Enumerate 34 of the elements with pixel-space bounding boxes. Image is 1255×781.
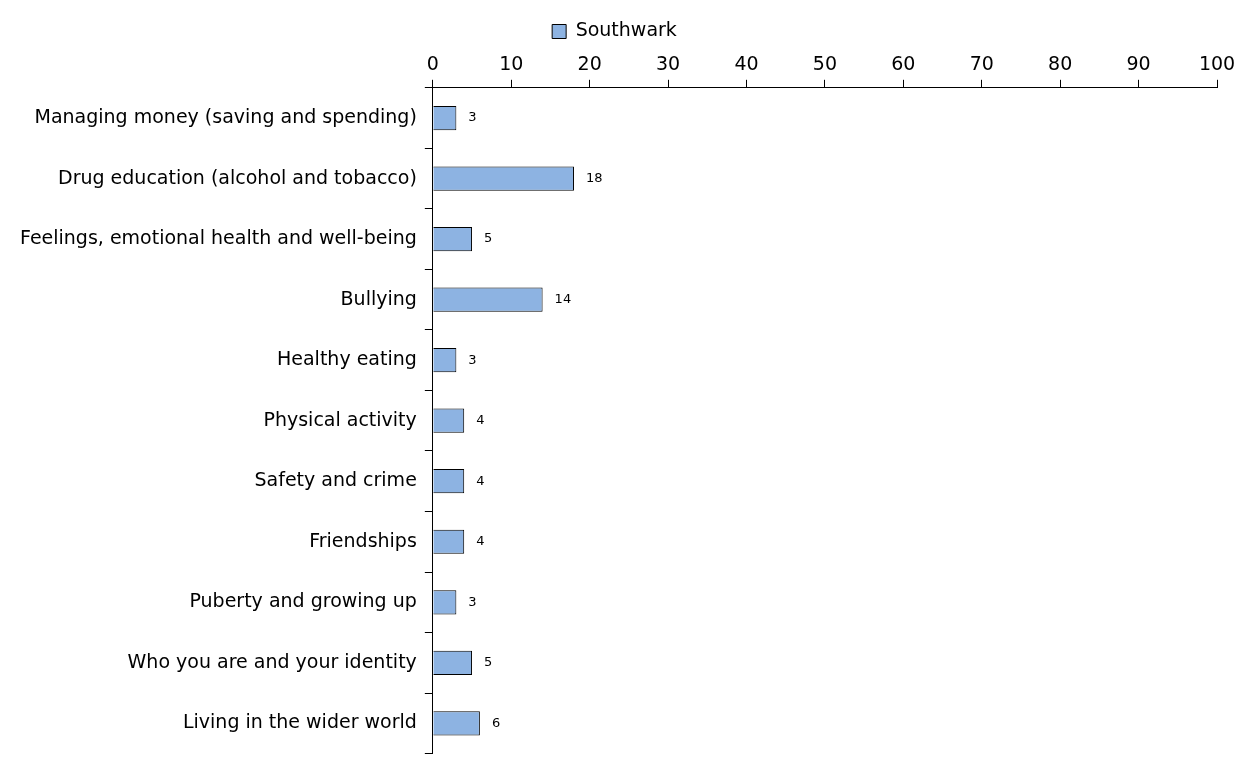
data-label: 6 [491,714,501,730]
data-label: 4 [476,472,485,488]
y-tick-label: Puberty and growing up [189,589,417,612]
y-tick-label: Friendships [309,528,417,551]
data-label: 4 [476,412,485,428]
legend-label: Southwark [575,18,677,41]
y-tick-label: Healthy eating [276,347,417,370]
y-tick-label: Managing money (saving and spending) [34,105,417,127]
x-tick-label: 70 [969,52,994,75]
data-label: 3 [468,351,477,367]
x-tick-label: 40 [734,52,759,75]
data-label: 4 [476,533,485,549]
x-tick-label: 90 [1126,52,1151,75]
y-tick-label: Who you are and your identity [127,649,417,672]
y-tick-label: Bullying [340,286,417,309]
x-tick-label: 80 [1048,52,1073,75]
y-tick-label: Drug education (alcohol and tobacco) [58,165,417,188]
x-tick-label: 30 [655,52,681,75]
y-tick-label: Physical activity [263,407,417,430]
x-tick-label: 10 [499,52,524,75]
data-label: 18 [585,169,603,185]
x-tick-label: 100 [1198,52,1236,75]
x-tick-label: 60 [891,52,916,75]
y-tick-label: Living in the wider world [182,710,417,733]
data-label: 3 [468,593,477,609]
data-label: 3 [468,109,477,125]
x-tick-label: 0 [426,52,439,75]
x-tick-label: 20 [577,52,602,75]
x-tick-label: 50 [812,52,838,75]
y-tick-label: Feelings, emotional health and well-being [19,226,417,249]
data-label: 14 [554,291,572,307]
y-tick-label: Safety and crime [254,468,417,491]
data-label: 5 [484,230,493,246]
data-label: 5 [484,654,493,670]
